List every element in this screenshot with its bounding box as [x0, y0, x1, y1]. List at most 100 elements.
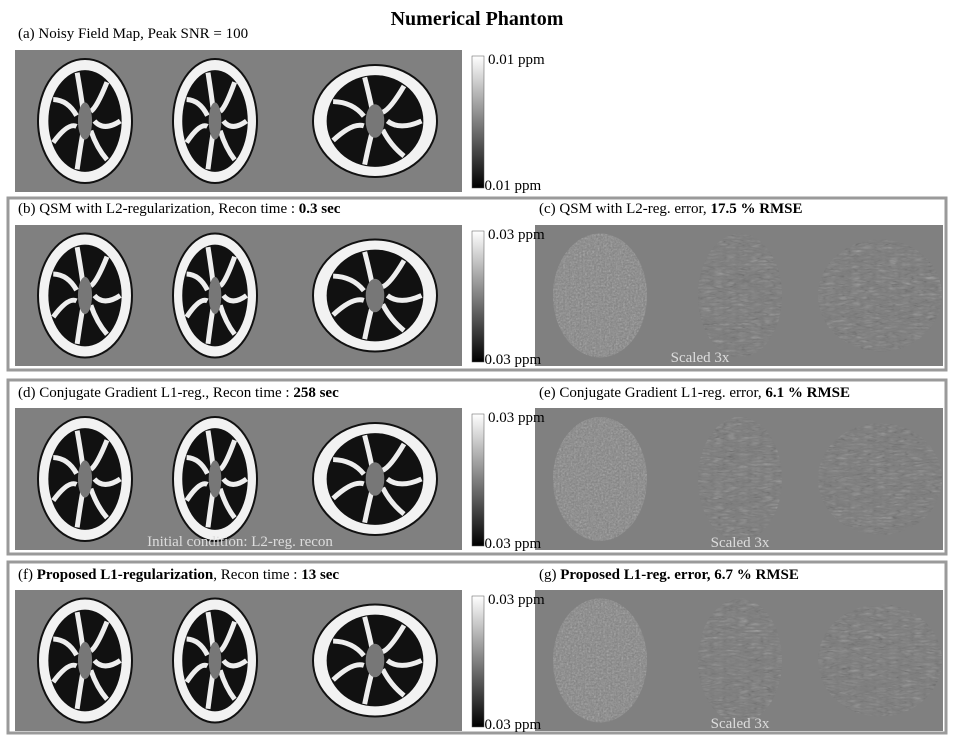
brain-core — [365, 278, 385, 313]
brain-fold — [53, 96, 79, 117]
colorbar-min: −0.03 ppm — [476, 352, 541, 368]
brain-fold — [184, 297, 209, 319]
label-part: Proposed L1-regularization — [37, 567, 214, 583]
colorbar — [471, 413, 485, 547]
panel-label: (a) Noisy Field Map, Peak SNR = 100 — [18, 26, 248, 42]
colorbar-min: −0.03 ppm — [476, 536, 541, 552]
annotation: Scaled 3x — [711, 716, 770, 732]
brain-fold — [332, 99, 366, 118]
brain-fold — [186, 454, 210, 475]
brain-fold — [332, 457, 366, 476]
brain-fold — [51, 123, 78, 145]
brain-fold — [89, 620, 110, 653]
brain-fold — [184, 481, 209, 502]
label-part: , Recon time : — [213, 567, 301, 583]
colorbar — [471, 595, 485, 728]
row-frame — [6, 196, 948, 372]
brain-fold — [88, 304, 109, 336]
error-map — [553, 417, 647, 541]
label-part: (f) — [18, 567, 37, 583]
label-part: (d) Conjugate Gradient L1-reg., Recon ti… — [18, 385, 293, 401]
annotation: Scaled 3x — [671, 350, 730, 366]
brain-core — [77, 460, 93, 498]
brain-fold — [217, 487, 237, 520]
colorbar — [471, 55, 485, 189]
brain-fold — [88, 129, 109, 162]
error-map-tint — [818, 239, 942, 352]
brain-fold — [331, 297, 365, 317]
brain-fold — [92, 293, 122, 304]
error-map-tint — [698, 233, 782, 358]
panel: (d) Conjugate Gradient L1-reg., Recon ti… — [15, 385, 462, 550]
brain-fold — [53, 271, 79, 292]
colorbar — [471, 230, 485, 363]
error-map-tint — [553, 233, 647, 358]
brain-fold — [385, 118, 423, 129]
brain-fold — [217, 669, 237, 701]
panel: (b) QSM with L2-regularization, Recon ti… — [15, 201, 462, 366]
panel-label: (g) Proposed L1-reg. error, 6.7 % RMSE — [539, 567, 799, 583]
brain-fold — [221, 118, 248, 129]
label-part: (b) QSM with L2-regularization, Recon ti… — [18, 201, 299, 217]
brain-fold — [380, 128, 406, 158]
brain-fold — [331, 662, 365, 682]
colorbar-max: 0.03 ppm — [488, 227, 545, 243]
brain-fold — [217, 304, 237, 336]
annotation: Scaled 3x — [711, 535, 770, 551]
brain-fold — [89, 255, 110, 288]
panel: (a) Noisy Field Map, Peak SNR = 100 — [15, 26, 462, 192]
brain-fold — [186, 96, 210, 117]
row-frame — [6, 560, 948, 735]
brain-fold — [89, 439, 110, 472]
brain-fold — [221, 658, 248, 669]
panel-label: (b) QSM with L2-regularization, Recon ti… — [18, 201, 341, 217]
brain-fold — [331, 480, 365, 501]
colorbar-max: 0.03 ppm — [488, 592, 545, 608]
brain-fold — [51, 481, 78, 503]
error-map-tint — [553, 417, 647, 541]
brain-fold — [381, 259, 407, 290]
panel-label: (d) Conjugate Gradient L1-reg., Recon ti… — [18, 385, 339, 401]
panel: (c) QSM with L2-reg. error, 17.5 % RMSE — [535, 201, 943, 366]
brain-fold — [218, 620, 237, 653]
label-part: Proposed L1-reg. error, 6.7 % RMSE — [560, 567, 799, 583]
brain-fold — [218, 255, 237, 288]
brain-core — [365, 643, 385, 678]
colorbar-max: 0.03 ppm — [488, 410, 545, 426]
error-map-tint — [698, 598, 782, 723]
brain-fold — [218, 439, 237, 472]
brain-core — [77, 102, 93, 140]
label-part: (c) QSM with L2-reg. error, — [539, 201, 710, 217]
label-part: 13 sec — [301, 567, 339, 583]
error-map-tint — [698, 417, 782, 541]
brain-core — [208, 460, 222, 498]
error-map — [698, 417, 782, 541]
figure-title: Numerical Phantom — [391, 8, 564, 30]
brain-fold — [92, 476, 122, 487]
brain-fold — [92, 658, 122, 669]
error-map-tint — [553, 598, 647, 723]
label-part: 6.1 % RMSE — [765, 385, 850, 401]
colorbar-min: −0.03 ppm — [476, 717, 541, 733]
brain-fold — [332, 273, 366, 293]
brain-fold — [385, 293, 423, 303]
brain-fold — [381, 624, 407, 655]
brain-fold — [331, 122, 365, 143]
brain-fold — [53, 636, 79, 657]
brain-core — [208, 276, 222, 315]
error-map — [818, 423, 942, 535]
colorbar-min: −0.01 ppm — [476, 178, 541, 194]
brain-fold — [184, 123, 209, 144]
label-part: 17.5 % RMSE — [710, 201, 802, 217]
brain-fold — [186, 636, 210, 657]
brain-fold — [92, 118, 122, 129]
brain-fold — [217, 129, 237, 162]
error-map — [553, 233, 647, 358]
brain-core — [208, 102, 222, 140]
panel-label: (c) QSM with L2-reg. error, 17.5 % RMSE — [539, 201, 803, 217]
annotation: Initial condition: L2-reg. recon — [147, 534, 333, 550]
panel: (g) Proposed L1-reg. error, 6.7 % RMSE — [535, 567, 943, 731]
brain-fold — [218, 81, 237, 114]
